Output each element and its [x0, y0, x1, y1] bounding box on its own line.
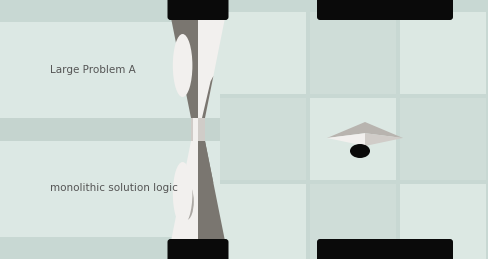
FancyBboxPatch shape: [167, 239, 228, 259]
Polygon shape: [170, 141, 198, 246]
Polygon shape: [198, 141, 225, 246]
Bar: [399, 184, 485, 259]
Bar: [0, 237, 488, 259]
FancyBboxPatch shape: [316, 0, 452, 20]
Bar: [0, 0, 488, 22]
Ellipse shape: [180, 55, 193, 92]
Ellipse shape: [349, 144, 369, 158]
Bar: [220, 184, 305, 259]
Polygon shape: [193, 118, 198, 141]
FancyBboxPatch shape: [316, 239, 452, 259]
Polygon shape: [326, 133, 364, 146]
Bar: [0, 141, 220, 237]
Polygon shape: [202, 76, 213, 118]
Ellipse shape: [172, 34, 192, 97]
Bar: [220, 98, 305, 180]
Bar: [0, 22, 220, 118]
Polygon shape: [170, 13, 198, 118]
Ellipse shape: [172, 162, 192, 225]
Bar: [0, 118, 220, 141]
Ellipse shape: [180, 183, 193, 220]
Polygon shape: [202, 141, 213, 183]
Bar: [309, 184, 395, 259]
Text: monolithic solution logic: monolithic solution logic: [50, 183, 178, 193]
Polygon shape: [191, 118, 204, 141]
Bar: [220, 12, 305, 94]
Bar: [399, 98, 485, 180]
Polygon shape: [364, 133, 402, 146]
Polygon shape: [198, 13, 225, 118]
Bar: [399, 12, 485, 94]
Bar: [309, 12, 395, 94]
Bar: [309, 98, 395, 180]
Text: Large Problem A: Large Problem A: [50, 65, 136, 75]
FancyBboxPatch shape: [167, 0, 228, 20]
Polygon shape: [326, 122, 402, 138]
